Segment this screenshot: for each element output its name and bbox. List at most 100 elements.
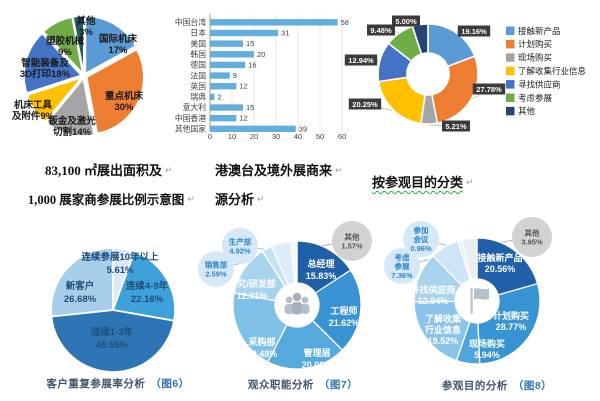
svg-text:接触新产品: 接触新产品 bbox=[518, 26, 561, 36]
figure7-caption: 观众职能分析 （图7） bbox=[247, 379, 359, 391]
figure8-ref: （图8） bbox=[512, 380, 553, 392]
svg-text:30%: 30% bbox=[114, 102, 134, 113]
figure7-ref: （图7） bbox=[318, 379, 359, 391]
svg-text:5.94%: 5.94% bbox=[474, 350, 500, 360]
svg-text:2: 2 bbox=[217, 92, 221, 101]
svg-text:寻找供应商: 寻找供应商 bbox=[518, 79, 561, 89]
svg-text:20.25%: 20.25% bbox=[352, 100, 378, 109]
svg-text:意大利: 意大利 bbox=[183, 102, 207, 112]
svg-text:其他: 其他 bbox=[345, 231, 360, 241]
svg-text:12.94%: 12.94% bbox=[418, 296, 449, 306]
svg-text:机床工具: 机床工具 bbox=[14, 99, 53, 111]
svg-text:管理层: 管理层 bbox=[303, 347, 330, 358]
svg-text:20.56%: 20.56% bbox=[485, 264, 516, 274]
svg-text:9.48%: 9.48% bbox=[370, 26, 392, 35]
svg-text:连续4-9年: 连续4-9年 bbox=[126, 280, 169, 292]
svg-text:采购部: 采购部 bbox=[247, 336, 275, 347]
svg-text:日本: 日本 bbox=[190, 28, 206, 38]
svg-text:12.91%: 12.91% bbox=[237, 291, 268, 301]
svg-text:参加: 参加 bbox=[414, 225, 429, 235]
overseas-source-text-line2: 源分析 ↵ bbox=[215, 192, 265, 207]
svg-text:3.95%: 3.95% bbox=[521, 237, 543, 246]
svg-text:生产部: 生产部 bbox=[229, 236, 252, 246]
svg-text:中国香港: 中国香港 bbox=[175, 113, 206, 123]
svg-text:其他国家: 其他国家 bbox=[175, 124, 206, 134]
svg-text:15: 15 bbox=[246, 103, 254, 112]
svg-text:研究/研发部: 研究/研发部 bbox=[228, 278, 276, 289]
svg-text:现场购买: 现场购买 bbox=[518, 53, 552, 63]
svg-text:4.92%: 4.92% bbox=[229, 246, 251, 255]
svg-text:其他: 其他 bbox=[76, 15, 96, 27]
svg-text:智能装备及: 智能装备及 bbox=[21, 57, 69, 69]
flag-icon bbox=[470, 288, 489, 314]
svg-text:50: 50 bbox=[316, 132, 324, 141]
svg-text:28.77%: 28.77% bbox=[496, 322, 527, 332]
svg-text:31: 31 bbox=[281, 28, 289, 37]
svg-text:考虑: 考虑 bbox=[395, 252, 410, 262]
svg-text:计划购买: 计划购买 bbox=[518, 39, 552, 49]
svg-text:20: 20 bbox=[250, 132, 258, 141]
svg-text:工程师: 工程师 bbox=[330, 305, 357, 316]
svg-text:重点机床: 重点机床 bbox=[105, 90, 144, 102]
svg-text:总经理: 总经理 bbox=[307, 258, 334, 269]
svg-text:27.78%: 27.78% bbox=[476, 85, 502, 94]
svg-text:58: 58 bbox=[341, 18, 349, 27]
svg-text:参展: 参展 bbox=[395, 261, 410, 271]
svg-text:12: 12 bbox=[239, 82, 247, 91]
svg-text:22.16%: 22.16% bbox=[131, 294, 164, 305]
svg-text:17%: 17% bbox=[108, 45, 128, 56]
svg-text:39: 39 bbox=[299, 124, 307, 133]
paragraph-mark: ↵ bbox=[165, 165, 173, 175]
visitor-function-donut-chart: 总经理 15.83% 工程师 21.62% 管理层 20.08% 采购部 20.48% 研究/研… bbox=[198, 221, 372, 370]
svg-text:塑胶机械: 塑胶机械 bbox=[46, 35, 85, 47]
svg-text:德国: 德国 bbox=[190, 60, 206, 70]
svg-text:20: 20 bbox=[257, 50, 265, 59]
svg-text:连续1-3年: 连续1-3年 bbox=[91, 326, 134, 338]
svg-text:9: 9 bbox=[233, 71, 237, 80]
figure6-caption: 客户重复参展率分析 （图6） bbox=[46, 378, 190, 390]
svg-text:其他: 其他 bbox=[525, 227, 540, 237]
svg-text:7.36%: 7.36% bbox=[391, 271, 413, 280]
figure6-ref: （图6） bbox=[150, 378, 190, 390]
svg-text:销售部: 销售部 bbox=[205, 259, 228, 269]
svg-text:新客户: 新客户 bbox=[66, 280, 95, 292]
svg-text:5.61%: 5.61% bbox=[107, 265, 134, 276]
svg-text:5.00%: 5.00% bbox=[395, 17, 417, 26]
svg-text:及附件9%: 及附件9% bbox=[12, 110, 55, 122]
svg-text:19.16%: 19.16% bbox=[461, 27, 487, 36]
purpose-classification-title: 按参观目的分类 ↵ bbox=[372, 175, 474, 190]
svg-text:16: 16 bbox=[248, 60, 256, 69]
svg-text:美国: 美国 bbox=[190, 38, 206, 48]
svg-text:20.48%: 20.48% bbox=[247, 349, 278, 359]
svg-text:0: 0 bbox=[208, 132, 212, 141]
svg-text:1.57%: 1.57% bbox=[341, 241, 363, 250]
svg-text:5.21%: 5.21% bbox=[445, 122, 467, 131]
visit-purpose-classification-donut-chart: 19.16% 27.78% 5.21% 20.25% 12.94% 9.48%5.00% bbox=[344, 15, 506, 132]
figure8-caption: 参观目的分析 （图8） bbox=[441, 380, 553, 392]
svg-text:寻找供应商: 寻找供应商 bbox=[410, 284, 455, 295]
svg-text:15: 15 bbox=[246, 39, 254, 48]
exhibit-area-text-line2: 1,000 展家商参展比例示意图 ↵ bbox=[28, 193, 195, 207]
paragraph-mark: ↵ bbox=[187, 194, 195, 204]
svg-text:21.62%: 21.62% bbox=[329, 318, 360, 328]
overseas-exhibitor-origin-bar-chart: 0 10 20 30 40 50 60 中国台湾 58 日本 31 美国 15 韩国 20 德国 16 法国 9 英国… bbox=[175, 14, 349, 141]
svg-text:30: 30 bbox=[272, 132, 280, 141]
paragraph-mark: ↵ bbox=[335, 165, 343, 175]
svg-text:会议: 会议 bbox=[414, 234, 429, 244]
svg-text:了解收集: 了解收集 bbox=[425, 313, 462, 324]
svg-text:2.59%: 2.59% bbox=[205, 269, 227, 278]
svg-text:其他: 其他 bbox=[518, 106, 536, 116]
svg-text:10: 10 bbox=[228, 132, 236, 141]
svg-text:26.68%: 26.68% bbox=[64, 294, 97, 305]
exhibit-area-text-line1: 83,100 ㎡展出面积及 ↵ bbox=[45, 163, 173, 178]
paragraph-mark: ↵ bbox=[257, 194, 265, 204]
svg-text:考虑参展: 考虑参展 bbox=[518, 93, 553, 103]
svg-text:切割14%: 切割14% bbox=[53, 126, 92, 138]
svg-text:法国: 法国 bbox=[190, 70, 206, 80]
svg-text:英国: 英国 bbox=[190, 81, 206, 91]
svg-text:现场购买: 现场购买 bbox=[469, 338, 505, 349]
